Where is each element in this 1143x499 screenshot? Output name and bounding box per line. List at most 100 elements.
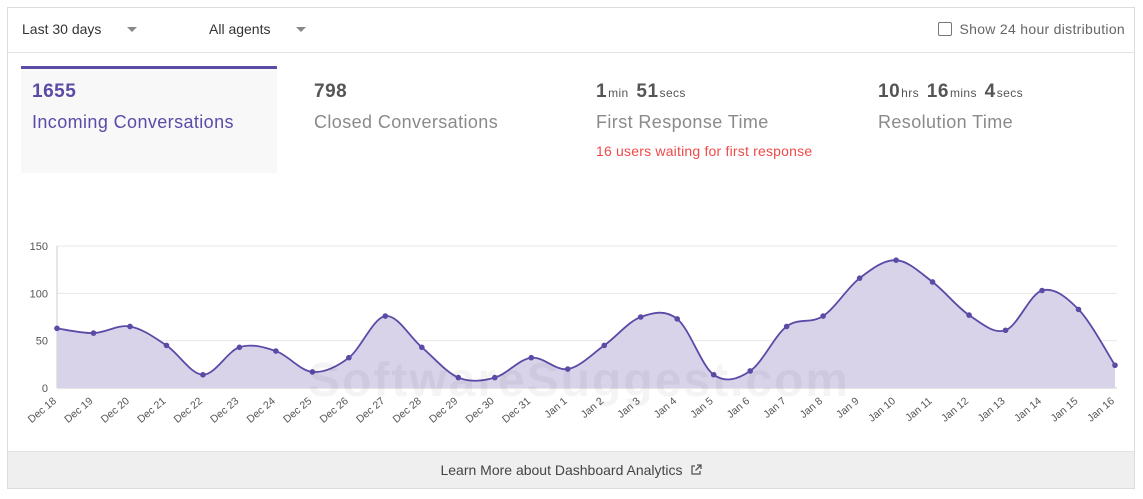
- data-point: [820, 313, 826, 319]
- date-range-dropdown[interactable]: Last 30 days: [22, 21, 138, 37]
- resolution-hrs: 10: [878, 81, 901, 102]
- data-point: [1112, 362, 1118, 369]
- resolution-label: Resolution Time: [878, 112, 1014, 132]
- x-tick-label: Jan 11: [903, 395, 934, 424]
- distribution-toggle[interactable]: Show 24 hour distribution: [937, 21, 1126, 37]
- x-tick-label: Dec 28: [391, 395, 424, 426]
- series-area: [57, 260, 1115, 388]
- x-tick-label: Dec 20: [99, 395, 132, 426]
- x-tick-label: Jan 12: [939, 395, 971, 425]
- first-response-value: 1min 51secs: [596, 81, 841, 103]
- data-point: [1002, 327, 1009, 334]
- resolution-mins: 16: [926, 81, 949, 102]
- data-point: [127, 323, 133, 330]
- data-point: [856, 275, 863, 281]
- data-point: [273, 348, 279, 354]
- data-point: [783, 323, 790, 330]
- metric-first-response-tab[interactable]: 1min 51secs First Response Time 16 users…: [585, 66, 841, 173]
- data-point: [455, 374, 462, 381]
- x-tick-label: Dec 25: [281, 395, 314, 426]
- data-point: [747, 368, 753, 374]
- first-response-sec-unit: secs: [659, 86, 686, 100]
- resolution-hrs-unit: hrs: [901, 86, 920, 100]
- data-point: [346, 354, 352, 361]
- data-point: [491, 374, 498, 381]
- resolution-secs: 4: [984, 81, 996, 102]
- data-point: [564, 366, 571, 372]
- x-tick-label: Jan 10: [866, 395, 898, 425]
- first-response-min-unit: min: [608, 86, 629, 100]
- data-point: [236, 344, 243, 351]
- x-tick-label: Dec 21: [135, 395, 168, 426]
- x-tick-label: Jan 6: [725, 395, 753, 421]
- x-tick-label: Jan 9: [834, 395, 862, 421]
- first-response-sec: 51: [636, 81, 659, 102]
- x-tick-label: Dec 22: [172, 395, 205, 426]
- y-tick-label: 0: [42, 383, 48, 395]
- data-point: [90, 330, 97, 336]
- chevron-down-icon: [296, 26, 307, 32]
- filter-bar: Last 30 days All agents Show 24 hour dis…: [8, 8, 1134, 53]
- data-point: [419, 344, 425, 351]
- data-point: [893, 257, 899, 263]
- x-tick-label: Jan 7: [761, 395, 789, 421]
- data-point: [309, 369, 316, 375]
- x-tick-label: Dec 30: [464, 395, 497, 426]
- footer-link-text: Learn More about Dashboard Analytics: [440, 462, 683, 478]
- resolution-secs-unit: secs: [996, 86, 1024, 100]
- x-tick-label: Jan 15: [1049, 395, 1081, 425]
- data-point: [966, 312, 972, 318]
- x-tick-label: Jan 14: [1012, 395, 1044, 425]
- data-point: [929, 279, 936, 285]
- x-tick-label: Dec 19: [62, 395, 95, 426]
- x-tick-label: Dec 24: [245, 395, 278, 426]
- data-point: [200, 371, 206, 378]
- x-tick-label: Dec 23: [208, 395, 241, 426]
- x-tick-label: Dec 27: [354, 395, 387, 426]
- incoming-value: 1655: [32, 81, 77, 102]
- x-tick-label: Jan 16: [1085, 395, 1117, 425]
- x-tick-label: Jan 8: [798, 395, 826, 421]
- x-tick-label: Jan 3: [615, 395, 643, 421]
- metric-resolution-tab[interactable]: 10hrs 16mins 4secs Resolution Time: [867, 66, 1123, 173]
- data-point: [674, 316, 681, 322]
- x-tick-label: Dec 29: [427, 395, 460, 426]
- agents-dropdown[interactable]: All agents: [209, 21, 307, 37]
- y-tick-label: 150: [30, 241, 48, 253]
- chevron-down-icon: [127, 26, 138, 32]
- distribution-checkbox[interactable]: [937, 22, 952, 36]
- data-point: [528, 354, 535, 361]
- x-tick-label: Jan 13: [976, 395, 1008, 425]
- data-point: [163, 342, 170, 349]
- y-tick-label: 100: [30, 288, 48, 300]
- x-tick-label: Jan 4: [652, 395, 680, 421]
- closed-value: 798: [314, 81, 348, 102]
- x-tick-label: Jan 2: [579, 395, 607, 421]
- data-point: [382, 313, 389, 319]
- data-point: [1039, 287, 1045, 294]
- data-point: [637, 314, 644, 320]
- date-range-value: Last 30 days: [22, 21, 102, 37]
- metric-closed-tab[interactable]: 798 Closed Conversations: [303, 66, 559, 173]
- data-point: [601, 342, 608, 349]
- external-link-icon: [690, 464, 702, 475]
- resolution-mins-unit: mins: [949, 86, 977, 100]
- x-tick-label: Dec 18: [26, 395, 59, 426]
- x-tick-label: Jan 1: [542, 395, 570, 421]
- closed-label: Closed Conversations: [314, 112, 499, 132]
- metric-incoming-tab[interactable]: 1655 Incoming Conversations: [21, 66, 277, 173]
- agents-value: All agents: [209, 21, 271, 37]
- x-tick-label: Dec 31: [500, 395, 533, 426]
- data-point: [1075, 306, 1082, 313]
- data-point: [710, 371, 717, 378]
- incoming-label: Incoming Conversations: [32, 112, 234, 132]
- dashboard-analytics-link[interactable]: Learn More about Dashboard Analytics: [8, 451, 1134, 488]
- x-tick-label: Jan 5: [688, 395, 716, 421]
- y-tick-label: 50: [36, 336, 48, 348]
- first-response-min: 1: [596, 81, 608, 102]
- resolution-value: 10hrs 16mins 4secs: [878, 81, 1123, 103]
- first-response-label: First Response Time: [596, 112, 769, 132]
- x-tick-label: Dec 26: [318, 395, 351, 426]
- analytics-card: Last 30 days All agents Show 24 hour dis…: [7, 7, 1135, 489]
